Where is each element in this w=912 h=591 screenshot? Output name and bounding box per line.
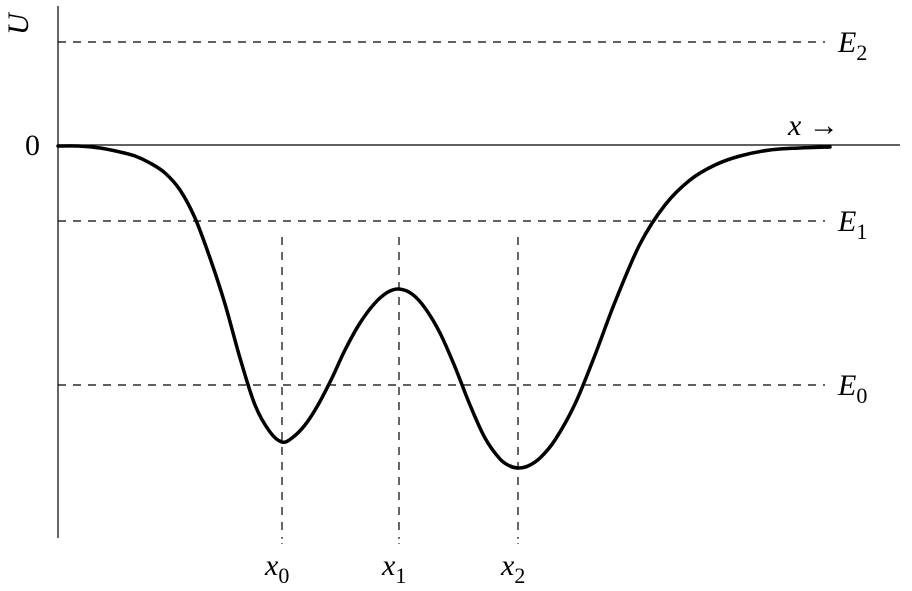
x-marker-label-x2: x2 [500,549,525,588]
energy-labels-group: E2 E1 E0 [837,26,867,408]
x-marker-label-x1: x1 [381,549,406,588]
x-marker-label-x0: x0 [264,549,289,588]
energy-label-E2: E2 [837,26,867,65]
y-axis-label: U → [2,0,35,35]
potential-energy-diagram: U → x → 0 E2 E1 E0 x0 x1 x2 [0,0,912,591]
x-markers-group [282,237,518,546]
zero-label: 0 [25,129,40,162]
energy-label-E0: E0 [837,369,867,408]
x-axis-label: x → [787,109,839,142]
x-marker-labels-group: x0 x1 x2 [264,549,525,588]
potential-curve [58,146,830,468]
energy-label-E1: E1 [837,205,867,244]
